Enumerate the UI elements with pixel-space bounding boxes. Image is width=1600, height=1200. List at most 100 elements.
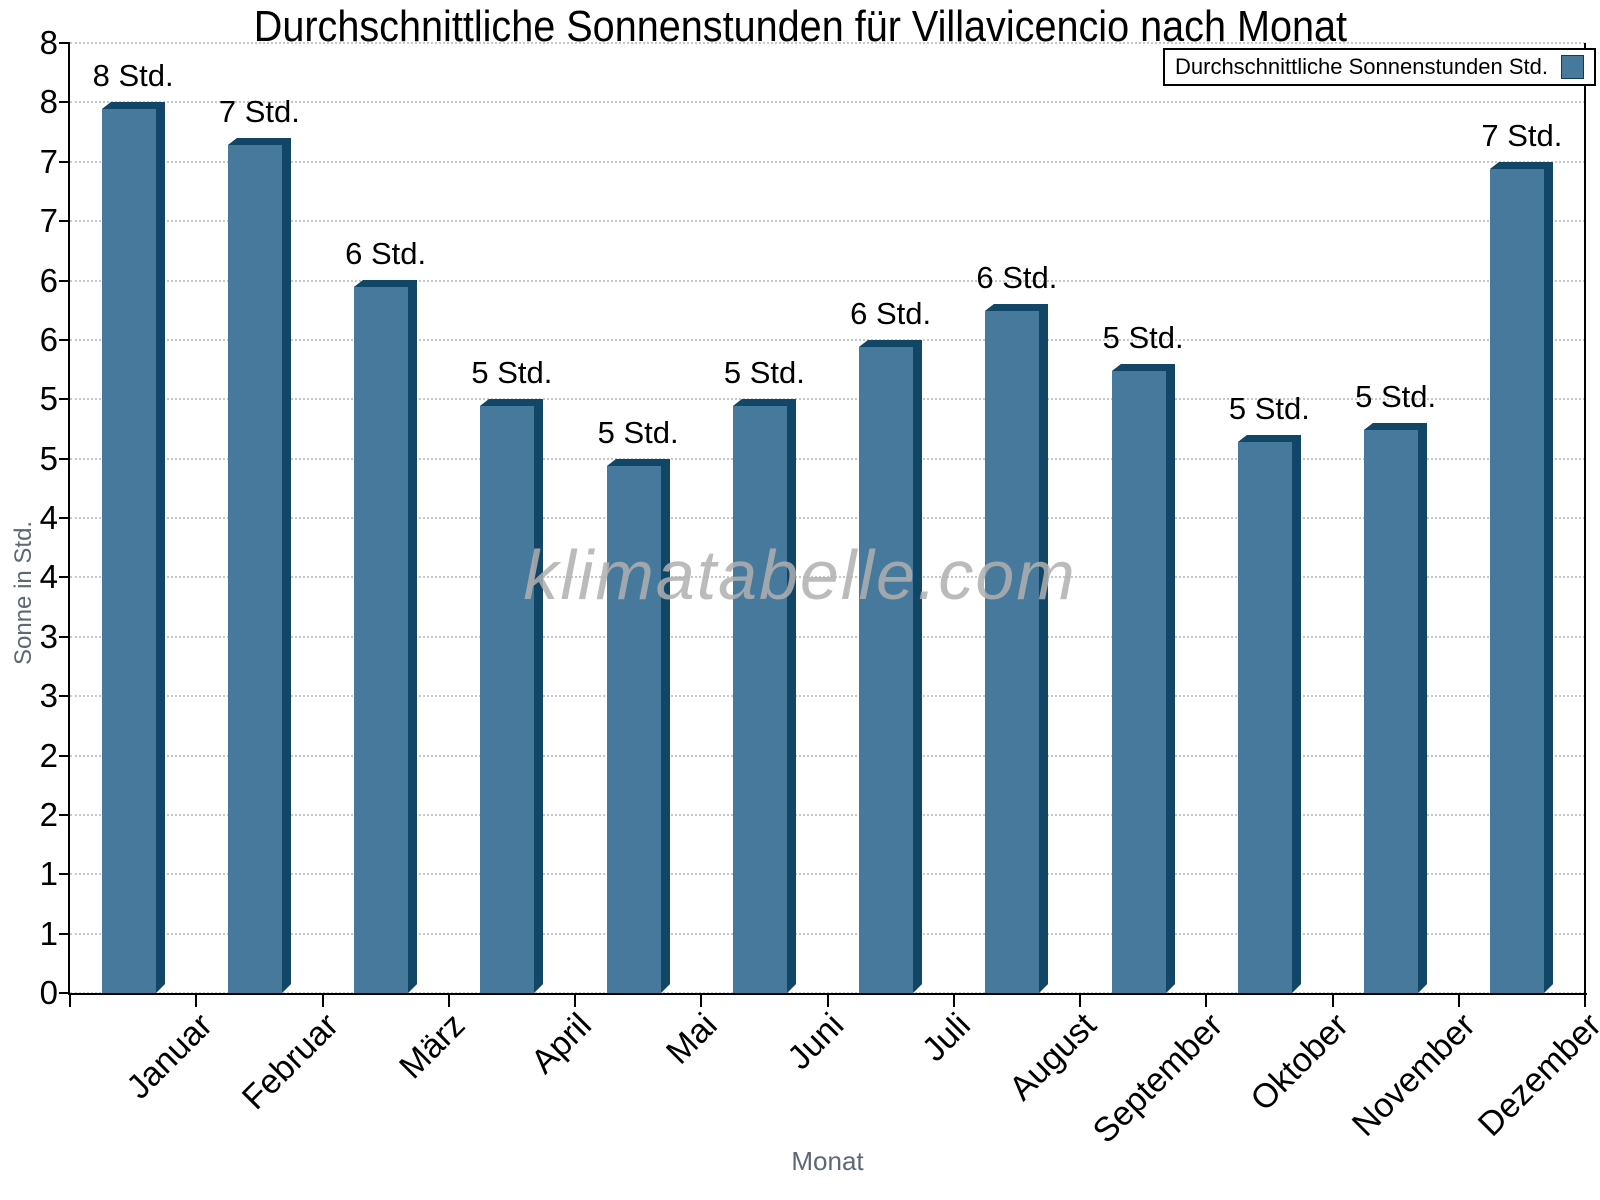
bar-value-label: 8 Std. <box>92 58 174 93</box>
x-axis-tick <box>321 993 324 1007</box>
gridline <box>70 576 1585 579</box>
y-axis-tick-label: 0 <box>39 974 58 1011</box>
bar <box>1112 364 1175 993</box>
gridline <box>70 101 1585 104</box>
x-axis-tick <box>1331 993 1334 1007</box>
bar-value-label: 5 Std. <box>723 355 805 390</box>
y-axis-tick-label: 7 <box>39 142 58 180</box>
bar <box>985 304 1048 993</box>
y-axis-tick-label: 2 <box>39 795 58 833</box>
x-axis-tick <box>447 993 450 1007</box>
y-axis-tick <box>59 279 70 282</box>
gridline <box>70 517 1585 519</box>
y-axis-line <box>68 43 70 993</box>
y-axis-tick <box>59 992 70 994</box>
x-axis-tick <box>700 993 703 1007</box>
bar-value-label: 5 Std. <box>597 415 679 450</box>
plot-right-border <box>1584 43 1586 993</box>
y-axis-tick <box>59 220 70 223</box>
bar <box>1238 435 1301 993</box>
bar <box>607 459 670 993</box>
bar <box>733 399 796 993</box>
x-axis-month-label: Juli <box>914 1006 978 1069</box>
bar <box>1364 423 1427 993</box>
chart-title-text: Durchschnittliche Sonnenstunden für Vill… <box>253 2 1347 51</box>
y-axis-tick <box>59 754 70 757</box>
y-axis-tick-label: 5 <box>39 439 58 477</box>
bar-value-label: 6 Std. <box>345 236 427 271</box>
x-axis-month-label: April <box>523 1006 599 1081</box>
bar <box>859 340 922 993</box>
y-axis-tick <box>59 873 70 876</box>
bar-value-label: 7 Std. <box>1481 118 1563 153</box>
bar-value-label: 5 Std. <box>1355 379 1437 414</box>
x-axis-title: Monat <box>791 1146 864 1176</box>
y-axis-tick-label: 4 <box>39 499 58 536</box>
y-axis-tick-label: 3 <box>39 617 58 655</box>
x-axis-month-label: September <box>1085 1006 1230 1151</box>
x-axis-month-label: August <box>1002 1006 1104 1108</box>
y-axis-title: Sonne in Std. <box>10 520 37 665</box>
bar-value-label: 5 Std. <box>1102 320 1184 355</box>
bar <box>354 280 417 993</box>
x-axis-month-label: März <box>392 1006 473 1087</box>
x-axis-month-label: Juni <box>780 1006 852 1077</box>
x-axis-tick <box>1079 993 1081 1007</box>
gridline <box>70 338 1585 341</box>
y-axis-tick-label: 5 <box>39 380 58 418</box>
bar-value-label: 6 Std. <box>850 296 932 331</box>
y-axis-tick <box>59 695 70 698</box>
y-axis-tick <box>59 101 70 104</box>
bar <box>102 102 165 993</box>
bar-value-label: 5 Std. <box>1228 391 1310 426</box>
y-axis-tick <box>59 160 70 163</box>
gridline <box>70 160 1585 163</box>
x-axis-tick <box>195 993 198 1007</box>
gridline <box>70 873 1585 876</box>
x-axis-tick <box>952 993 955 1007</box>
gridline <box>70 635 1585 638</box>
y-axis-tick <box>59 42 70 44</box>
y-axis-tick-label: 7 <box>39 202 58 240</box>
gridline <box>70 398 1585 401</box>
y-axis-tick-label: 1 <box>39 914 58 952</box>
y-axis-tick-label: 2 <box>39 736 58 774</box>
y-axis-tick-label: 3 <box>39 677 58 715</box>
bar-value-label: 5 Std. <box>471 355 553 390</box>
chart-title: Durchschnittliche Sonnenstunden für Vill… <box>0 2 1600 52</box>
x-axis-month-label: Dezember <box>1470 1006 1600 1144</box>
bar-value-label: 7 Std. <box>218 94 300 129</box>
legend-label: Durchschnittliche Sonnenstunden Std. <box>1175 54 1549 79</box>
gridline <box>70 754 1585 757</box>
x-axis-month-label: Mai <box>659 1006 725 1072</box>
gridline <box>70 695 1585 698</box>
y-axis-tick <box>59 813 70 816</box>
y-axis-tick <box>59 635 70 638</box>
y-axis-tick-label: 4 <box>39 558 58 596</box>
y-axis-tick-label: 8 <box>39 83 58 121</box>
y-axis-tick <box>59 457 70 460</box>
y-axis-tick <box>59 517 70 519</box>
watermark: klimatabelle.com <box>523 536 1077 614</box>
gridline <box>70 279 1585 282</box>
x-axis-month-label: Januar <box>119 1006 220 1107</box>
x-axis-tick <box>1457 993 1460 1007</box>
y-axis-tick-label: 6 <box>39 261 58 299</box>
x-axis-month-label: November <box>1344 1006 1483 1144</box>
y-axis-tick-label: 1 <box>39 855 58 893</box>
x-axis-tick <box>1205 993 1208 1007</box>
bar <box>1490 162 1553 993</box>
gridline <box>70 220 1585 223</box>
y-axis-tick <box>59 338 70 341</box>
bar-value-label: 6 Std. <box>976 260 1058 295</box>
x-axis-tick <box>1584 993 1586 1007</box>
gridline <box>70 42 1585 44</box>
y-axis-tick <box>59 576 70 579</box>
gridline <box>70 457 1585 460</box>
legend-color-swatch <box>1561 55 1585 79</box>
x-axis-tick <box>69 993 71 1007</box>
y-axis-tick-label: 8 <box>39 24 58 61</box>
gridline <box>70 813 1585 816</box>
gridline <box>70 932 1585 935</box>
